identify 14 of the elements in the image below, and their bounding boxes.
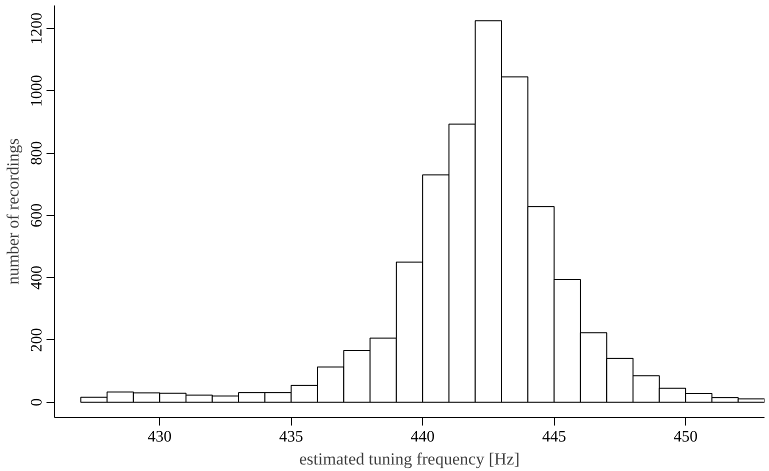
x-tick-label: 445 xyxy=(542,428,566,446)
y-tick-label: 200 xyxy=(28,328,46,352)
x-axis-title: estimated tuning frequency [Hz] xyxy=(299,450,520,468)
y-tick-label: 0 xyxy=(28,398,46,406)
y-tick-label: 800 xyxy=(28,141,46,166)
y-tick-label: 400 xyxy=(28,266,46,290)
x-tick-label: 430 xyxy=(148,428,172,446)
y-tick-label: 1200 xyxy=(28,12,46,45)
x-tick-label: 450 xyxy=(674,428,698,446)
y-tick-label: 1000 xyxy=(28,74,46,107)
y-axis-title: number of recordings xyxy=(4,138,22,285)
x-tick-label: 435 xyxy=(279,428,304,446)
y-tick-label: 600 xyxy=(28,203,46,228)
x-tick-label: 440 xyxy=(410,428,435,446)
